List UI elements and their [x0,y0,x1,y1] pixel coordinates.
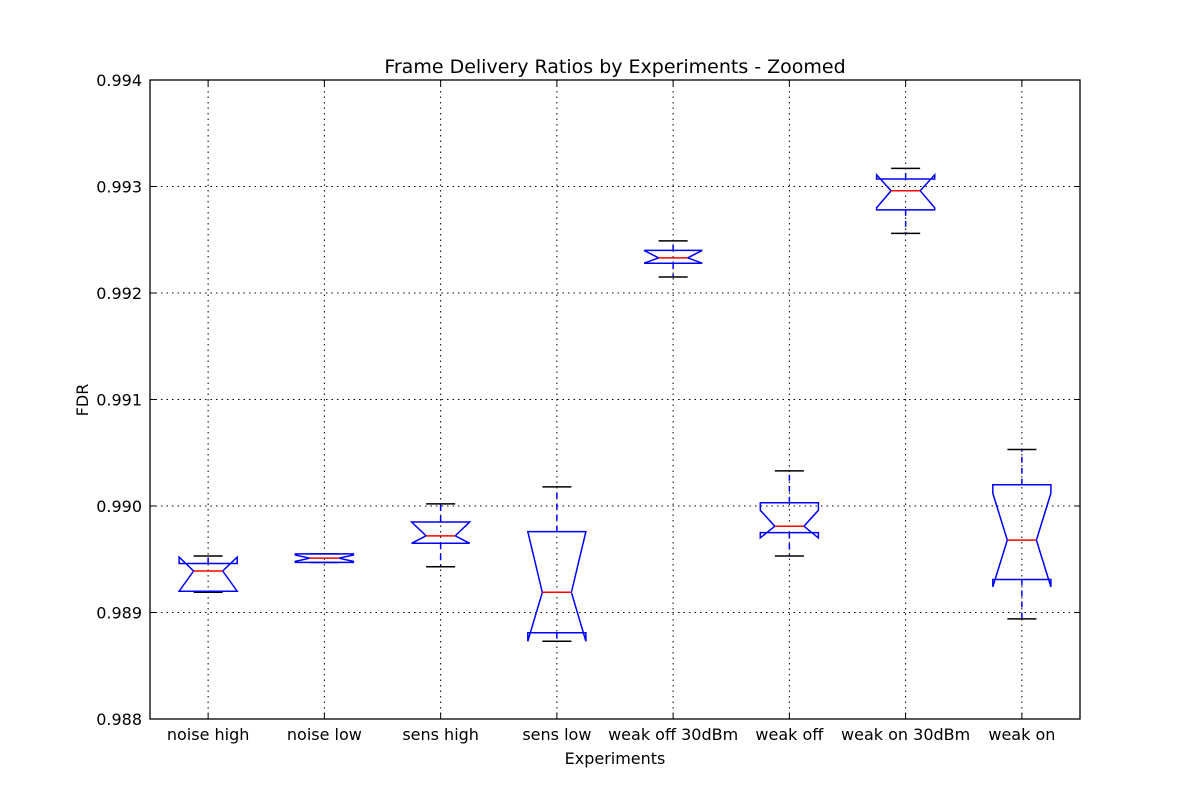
x-axis-label: Experiments [565,749,666,768]
box-noise-low [294,553,355,564]
y-tick-label: 0.990 [96,497,142,516]
y-tick-label: 0.994 [96,71,142,90]
notched-box [759,502,820,540]
x-tick-label: weak off 30dBm [608,725,738,744]
grid-lines [150,80,1080,719]
x-tick-label: sens low [522,725,591,744]
notched-box [294,553,355,564]
x-tick-label: weak on [988,725,1055,744]
y-axis-label: FDR [73,384,92,417]
box-weak-off [759,470,820,557]
notched-box [177,555,239,592]
x-tick-label: noise low [287,725,362,744]
chart-title: Frame Delivery Ratios by Experiments - Z… [384,56,845,78]
x-tick-label: weak off [755,725,824,744]
y-tick-label: 0.989 [96,604,142,623]
box-weak-off-30dBm [643,240,703,278]
y-tick-label: 0.992 [96,284,142,303]
y-tick-label: 0.988 [96,710,142,729]
box-noise-high [177,555,239,594]
notched-box [875,172,936,211]
box-sens-high [409,503,472,568]
y-axis-ticks: 0.988 0.989 0.990 0.991 0.992 0.993 0.994 [96,71,1080,729]
y-tick-label: 0.993 [96,178,142,197]
x-tick-label: weak on 30dBm [841,725,970,744]
plot-frame [149,79,1081,720]
box-sens-low [526,486,587,643]
x-tick-label: noise high [167,725,250,744]
y-tick-label: 0.991 [96,391,142,410]
x-axis-ticks: noise high noise low sens high sens low weak… [167,80,1055,744]
box-weak-on-30dBm [875,167,936,235]
x-tick-label: sens high [402,725,479,744]
box-series [177,167,1052,643]
box-weak-on [992,448,1052,620]
notched-box [526,530,587,642]
notched-box [409,521,472,545]
notched-box [992,483,1052,588]
